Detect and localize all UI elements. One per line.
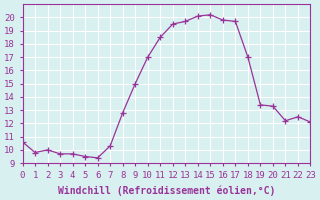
X-axis label: Windchill (Refroidissement éolien,°C): Windchill (Refroidissement éolien,°C) [58,185,275,196]
